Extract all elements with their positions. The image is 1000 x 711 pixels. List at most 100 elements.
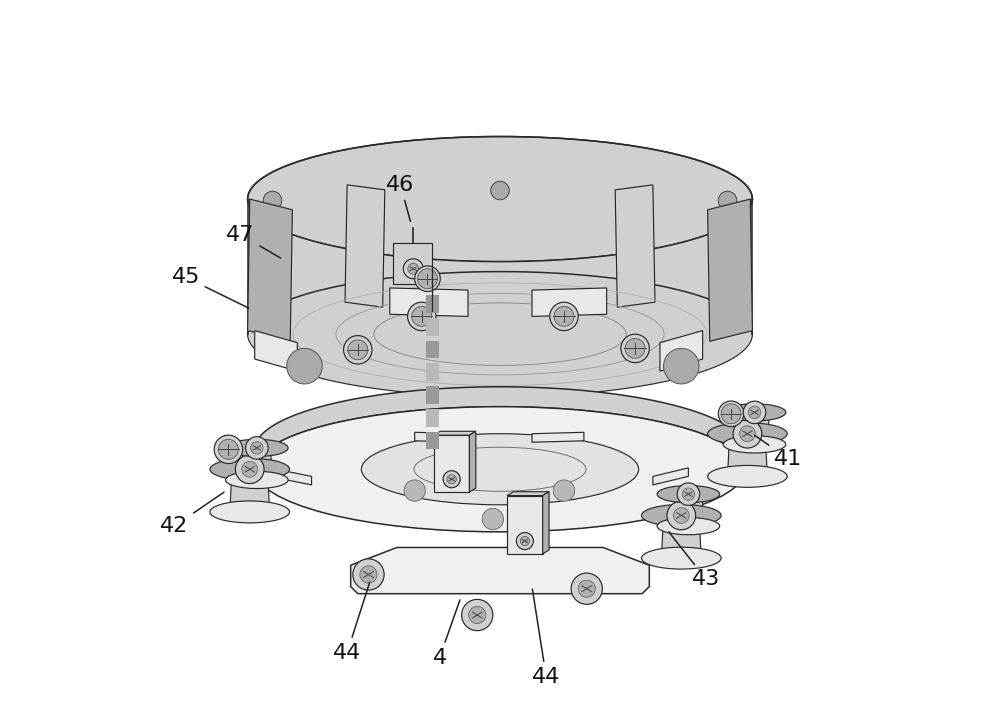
Polygon shape (673, 494, 704, 526)
Bar (426, 409, 439, 427)
Circle shape (214, 435, 243, 464)
Text: 46: 46 (386, 175, 415, 221)
Polygon shape (543, 492, 549, 554)
Circle shape (469, 606, 486, 624)
Polygon shape (661, 515, 701, 558)
Polygon shape (660, 331, 703, 371)
Ellipse shape (657, 518, 720, 535)
Circle shape (677, 483, 700, 506)
Circle shape (360, 566, 377, 583)
Circle shape (550, 302, 578, 331)
Ellipse shape (226, 471, 288, 488)
Ellipse shape (708, 423, 787, 444)
Circle shape (235, 455, 264, 483)
Polygon shape (653, 468, 688, 485)
Circle shape (553, 480, 575, 501)
Circle shape (353, 559, 384, 590)
Ellipse shape (226, 439, 288, 456)
Ellipse shape (708, 466, 787, 487)
Polygon shape (269, 468, 312, 485)
Text: 42: 42 (160, 492, 224, 536)
Polygon shape (434, 435, 469, 492)
Text: 47: 47 (226, 225, 281, 258)
Circle shape (418, 269, 437, 289)
Ellipse shape (255, 407, 745, 532)
Circle shape (625, 338, 645, 358)
Circle shape (263, 191, 282, 210)
Circle shape (348, 340, 368, 360)
Circle shape (520, 536, 530, 546)
Bar (426, 318, 439, 336)
Polygon shape (255, 387, 745, 469)
Ellipse shape (723, 436, 786, 453)
Circle shape (740, 426, 755, 442)
Polygon shape (415, 432, 468, 442)
Circle shape (443, 471, 460, 488)
Polygon shape (248, 199, 292, 341)
Bar (393, 243, 432, 284)
Circle shape (404, 480, 425, 501)
Circle shape (748, 406, 761, 419)
Circle shape (242, 461, 258, 477)
Polygon shape (532, 288, 607, 316)
Circle shape (408, 263, 419, 274)
Circle shape (491, 181, 509, 200)
Bar (426, 432, 439, 449)
Polygon shape (532, 432, 584, 442)
Polygon shape (230, 469, 270, 512)
Circle shape (578, 580, 595, 597)
Polygon shape (390, 288, 468, 316)
Text: 44: 44 (333, 582, 370, 663)
Ellipse shape (723, 404, 786, 421)
Polygon shape (345, 185, 385, 307)
Circle shape (718, 191, 737, 210)
Circle shape (733, 419, 762, 448)
Polygon shape (507, 496, 543, 554)
Circle shape (246, 437, 268, 459)
Polygon shape (351, 547, 649, 594)
Circle shape (743, 401, 766, 424)
Circle shape (571, 573, 602, 604)
Circle shape (251, 442, 263, 454)
Ellipse shape (641, 547, 721, 569)
Circle shape (403, 259, 423, 279)
Polygon shape (739, 412, 770, 444)
Polygon shape (507, 492, 549, 496)
Ellipse shape (210, 501, 290, 523)
Bar (426, 363, 439, 381)
Polygon shape (255, 331, 297, 371)
Text: 44: 44 (532, 589, 560, 687)
Polygon shape (615, 185, 655, 307)
Polygon shape (434, 432, 476, 435)
Circle shape (721, 404, 741, 424)
Ellipse shape (361, 434, 639, 505)
Circle shape (718, 401, 744, 427)
Ellipse shape (210, 459, 290, 480)
Circle shape (482, 508, 504, 530)
Ellipse shape (657, 486, 720, 503)
Polygon shape (708, 199, 752, 341)
Circle shape (447, 474, 456, 484)
Text: 45: 45 (172, 267, 249, 308)
Circle shape (477, 416, 512, 451)
Circle shape (462, 599, 493, 631)
Text: 4: 4 (433, 600, 460, 668)
Circle shape (621, 334, 649, 363)
Polygon shape (248, 199, 752, 397)
Circle shape (412, 306, 432, 326)
Polygon shape (728, 434, 767, 476)
Ellipse shape (248, 137, 752, 262)
Circle shape (415, 266, 440, 292)
Text: 43: 43 (669, 532, 720, 589)
Bar (426, 386, 439, 404)
Circle shape (682, 488, 695, 501)
Circle shape (516, 533, 533, 550)
Ellipse shape (641, 505, 721, 526)
Circle shape (673, 508, 689, 523)
Circle shape (667, 501, 696, 530)
Polygon shape (469, 432, 476, 492)
Circle shape (664, 348, 699, 384)
Circle shape (554, 306, 574, 326)
Circle shape (408, 302, 436, 331)
Polygon shape (241, 448, 272, 480)
